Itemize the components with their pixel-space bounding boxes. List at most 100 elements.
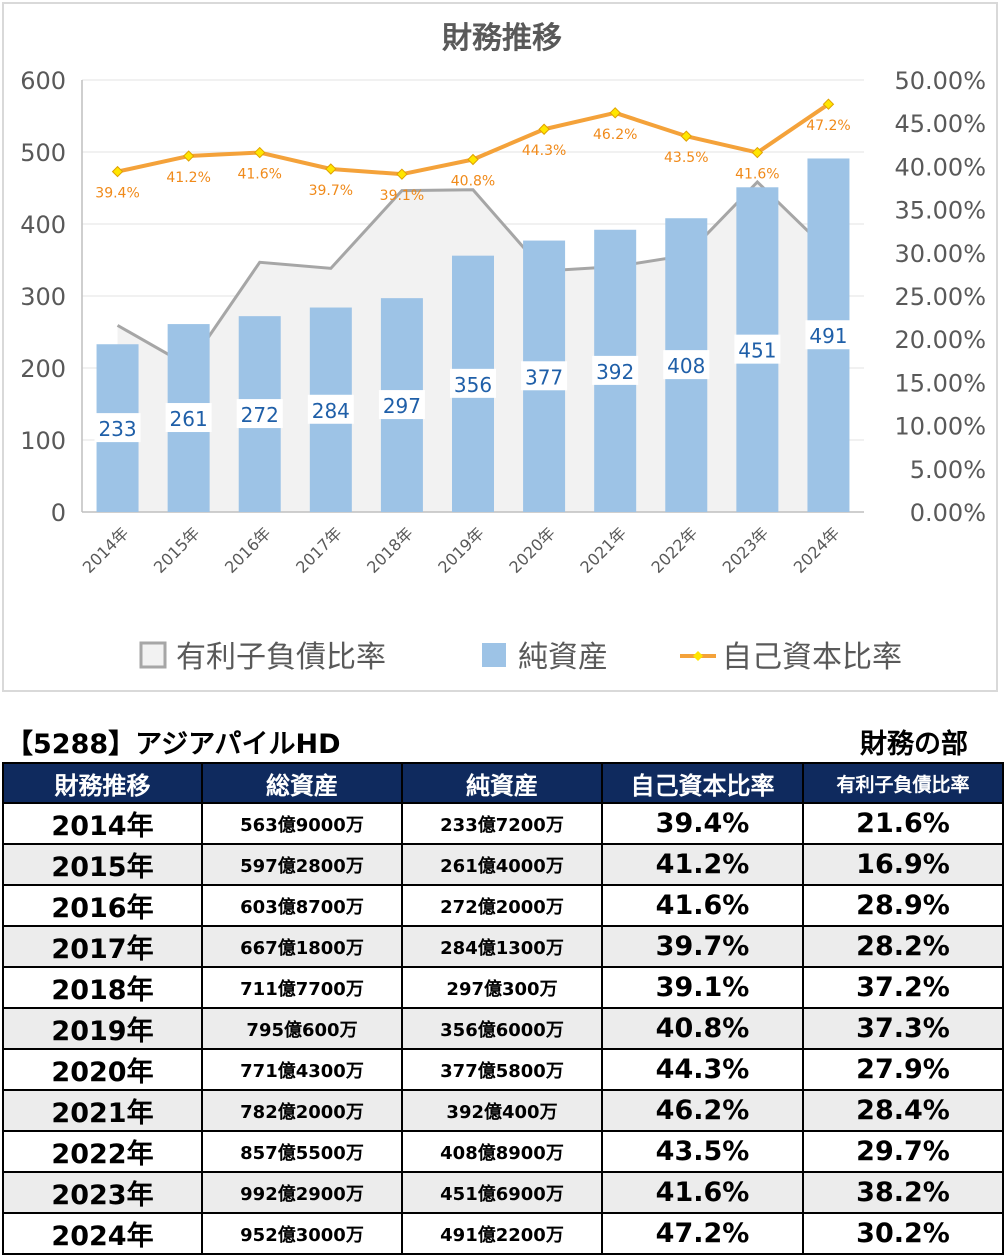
financial-chart: 財務推移 233 261 272 284 297 356 377 392 408 451 491 39.… (20, 21, 986, 675)
line-data-label: 44.3% (522, 143, 566, 159)
x-tick-label: 2018年 (363, 523, 417, 577)
line-data-label: 41.2% (166, 170, 210, 186)
line-marker (182, 150, 195, 162)
legend-label-equity-ratio: 自己資本比率 (722, 640, 902, 675)
header-debt-ratio: 有利子負債比率 (802, 762, 1004, 804)
bar-label-bg (378, 390, 425, 420)
row-equity-ratio: 46.2% (601, 1089, 804, 1132)
row-debt-ratio: 29.7% (802, 1130, 1004, 1173)
row-total-assets: 667億1800万 (201, 925, 403, 968)
y-left-tick-label: 0 (51, 499, 66, 527)
table-row: 2016年 603億8700万 272億2000万 41.6% 28.9% (2, 884, 1004, 927)
legend-label-debt-ratio: 有利子負債比率 (176, 640, 386, 675)
bar-label-bg (94, 413, 141, 443)
row-debt-ratio: 16.9% (802, 843, 1004, 886)
row-debt-ratio: 37.3% (802, 1007, 1004, 1050)
row-equity-ratio: 39.1% (601, 966, 804, 1009)
y-left-tick-label: 100 (20, 427, 66, 455)
x-tick-label: 2023年 (719, 523, 773, 577)
y-right-tick-label: 20.00% (894, 326, 986, 354)
row-net-assets: 408億8900万 (401, 1130, 603, 1173)
row-net-assets: 297億300万 (401, 966, 603, 1009)
row-debt-ratio: 21.6% (802, 802, 1004, 845)
line-data-label: 39.7% (309, 183, 353, 199)
company-name: 【5288】アジアパイルHD (6, 729, 341, 760)
table-header-row: 財務推移 総資産 純資産 自己資本比率 有利子負債比率 (2, 762, 1004, 804)
row-equity-ratio: 41.2% (601, 843, 804, 886)
table-row: 2024年 952億3000万 491億2200万 47.2% 30.2% (2, 1212, 1004, 1255)
line-data-label: 41.6% (735, 167, 779, 183)
bar-data-label: 377 (525, 365, 563, 389)
table-row: 2022年 857億5500万 408億8900万 43.5% 29.7% (2, 1130, 1004, 1173)
row-year: 2021年 (2, 1089, 203, 1132)
chart-title: 財務推移 (442, 21, 562, 56)
row-debt-ratio: 30.2% (802, 1212, 1004, 1255)
line-marker (822, 98, 835, 110)
bar-data-label: 408 (667, 354, 705, 378)
row-equity-ratio: 41.6% (601, 1171, 804, 1214)
x-tick-label: 2024年 (790, 523, 844, 577)
row-total-assets: 711億7700万 (201, 966, 403, 1009)
row-total-assets: 782億2000万 (201, 1089, 403, 1132)
bar-label-bg (450, 368, 496, 398)
y-right-tick-label: 15.00% (894, 369, 986, 397)
y-left-tick-label: 300 (20, 283, 66, 311)
row-total-assets: 771億4300万 (201, 1048, 403, 1091)
legend-swatch-debt-ratio (139, 641, 167, 669)
header-equity-ratio: 自己資本比率 (601, 762, 804, 804)
bar-data-label: 233 (98, 417, 136, 441)
line-marker (609, 107, 621, 119)
row-debt-ratio: 38.2% (802, 1171, 1004, 1214)
x-tick-label: 2022年 (648, 523, 702, 577)
x-tick-label: 2014年 (79, 523, 133, 577)
row-net-assets: 392億400万 (401, 1089, 603, 1132)
line-data-label: 41.6% (237, 167, 281, 183)
header-net-assets: 純資産 (401, 762, 603, 804)
line-marker (751, 146, 764, 159)
row-total-assets: 597億2800万 (201, 843, 403, 886)
bar-data-label: 491 (809, 324, 847, 348)
table-row: 2021年 782億2000万 392億400万 46.2% 28.4% (2, 1089, 1004, 1132)
table-row: 2017年 667億1800万 284億1300万 39.7% 28.2% (2, 925, 1004, 968)
legend-swatch-net-assets (482, 643, 506, 667)
bar-label-bg (236, 399, 283, 429)
area-line-debt-ratio (116, 179, 830, 368)
row-net-assets: 377億5800万 (401, 1048, 603, 1091)
bar-data-label: 284 (312, 399, 350, 423)
section-label: 財務の部 (860, 729, 968, 760)
row-year: 2024年 (2, 1212, 203, 1255)
line-data-label: 39.1% (380, 188, 424, 204)
bar-label-bg (307, 394, 354, 424)
y-left-tick-label: 600 (20, 67, 66, 95)
bar-label-bg (592, 355, 639, 385)
table-row: 2014年 563億9000万 233億7200万 39.4% 21.6% (2, 802, 1004, 845)
y-left-tick-label: 500 (20, 139, 66, 167)
row-debt-ratio: 28.2% (802, 925, 1004, 968)
y-right-tick-label: 35.00% (894, 197, 986, 225)
row-total-assets: 952億3000万 (201, 1212, 403, 1255)
financial-table: 財務推移 総資産 純資産 自己資本比率 有利子負債比率 2014年 563億900… (2, 762, 1004, 1255)
legend-label-net-assets: 純資産 (518, 640, 608, 675)
row-equity-ratio: 39.4% (601, 802, 804, 845)
line-data-label: 43.5% (664, 150, 708, 166)
y-right-tick-label: 0.00% (910, 499, 986, 527)
y-right-tick-label: 10.00% (894, 413, 986, 441)
row-year: 2015年 (2, 843, 203, 886)
y-right-tick-label: 40.00% (894, 153, 986, 181)
bar-data-label: 297 (383, 394, 421, 418)
row-equity-ratio: 44.3% (601, 1048, 804, 1091)
table-row: 2018年 711億7700万 297億300万 39.1% 37.2% (2, 966, 1004, 1009)
bar-data-label: 261 (170, 407, 208, 431)
row-net-assets: 261億4000万 (401, 843, 603, 886)
bar-label-bg (165, 403, 212, 433)
row-year: 2016年 (2, 884, 203, 927)
y-right-tick-label: 50.00% (894, 67, 986, 95)
row-year: 2022年 (2, 1130, 203, 1173)
row-net-assets: 451億6900万 (401, 1171, 603, 1214)
row-equity-ratio: 47.2% (601, 1212, 804, 1255)
table-row: 2019年 795億600万 356億6000万 40.8% 37.3% (2, 1007, 1004, 1050)
bar-data-label: 272 (241, 403, 279, 427)
row-equity-ratio: 40.8% (601, 1007, 804, 1050)
y-left-tick-label: 400 (20, 211, 66, 239)
table-row: 2020年 771億4300万 377億5800万 44.3% 27.9% (2, 1048, 1004, 1091)
